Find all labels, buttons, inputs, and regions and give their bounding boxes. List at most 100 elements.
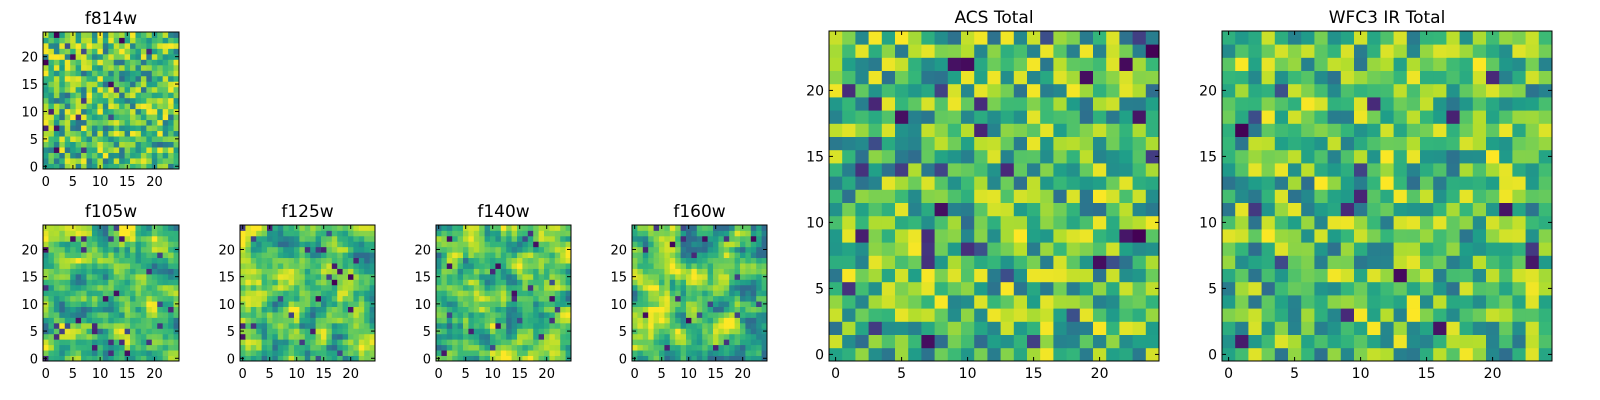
heatmap-cell [59,163,66,170]
heatmap-cell [315,279,322,286]
heatmap-cell [151,295,158,302]
heatmap-cell [162,147,169,153]
heatmap-cell [452,301,458,307]
heatmap-cell [283,284,289,291]
heatmap-cell [565,252,572,259]
heatmap-cell [140,350,147,356]
heatmap-cell [1512,334,1526,349]
heatmap-cell [151,158,158,164]
heatmap-cell [707,263,714,269]
heatmap-cell [1132,149,1147,164]
heatmap-cell [168,246,174,253]
y-tick-label: 10 [806,215,824,231]
heatmap-cell [108,339,115,346]
heatmap-cell [1420,229,1434,243]
heatmap-cell [86,317,93,324]
heatmap-cell [457,339,464,346]
heatmap-cell [1000,321,1015,335]
heatmap-cell [441,284,448,291]
heatmap-cell [113,284,120,291]
heatmap-cell [696,312,703,318]
heatmap-cell [1406,321,1421,335]
heatmap-cell [245,279,252,286]
heatmap-cell [299,263,306,269]
heatmap-cell [1433,189,1447,203]
heatmap-cell [299,252,306,259]
heatmap-cell [130,130,136,137]
heatmap-cell [261,322,268,329]
heatmap-cell [565,290,572,297]
heatmap-cell [740,235,746,242]
heatmap-cell [554,312,561,318]
heatmap-cell [1314,308,1328,322]
heatmap-cell [1288,215,1302,230]
heatmap-cell [86,246,93,253]
heatmap-cell [277,322,284,329]
heatmap-cell [288,263,295,269]
y-tick-label: 5 [423,325,431,340]
heatmap-cell [750,333,757,340]
heatmap-cell [168,252,174,259]
heatmap-cell [151,284,158,291]
heatmap-cell [1499,255,1513,269]
heatmap-cell [718,333,725,340]
heatmap-cell [1066,334,1081,349]
heatmap-cell [64,295,71,302]
heatmap-cell [675,328,681,335]
y-tick-label: 0 [30,352,38,367]
heatmap-cell [48,37,55,44]
heatmap-cell [91,295,98,302]
heatmap-cell [81,75,87,82]
heatmap-cell [1472,110,1487,124]
heatmap-cell [452,263,458,269]
heatmap-cell [119,147,125,153]
heatmap-cell [761,230,768,237]
heatmap-cell [560,241,566,248]
heatmap-cell [974,202,988,217]
heatmap-cell [1106,334,1120,349]
heatmap-cell [1538,229,1553,243]
heatmap-cell [1053,308,1067,322]
heatmap-cell [130,53,136,60]
heatmap-cell [745,268,752,275]
heatmap-cell [48,235,55,242]
heatmap-cell [740,295,746,302]
heatmap-cell [1525,149,1540,164]
heatmap-cell [527,344,534,351]
heatmap-cell [337,246,343,253]
heatmap-cell [331,263,338,269]
heatmap-cell [441,333,448,340]
heatmap-cell [664,355,671,362]
heatmap-cell [961,44,975,58]
heatmap-cell [653,235,660,242]
heatmap-cell [457,290,464,297]
heatmap-cell [267,257,273,264]
heatmap-cell [130,70,136,77]
heatmap-cell [868,57,883,71]
heatmap-cell [1145,242,1160,256]
heatmap-cell [1274,321,1289,335]
heatmap-cell [637,290,644,297]
heatmap-cell [102,158,109,164]
heatmap-cell [648,333,654,340]
heatmap-cell [321,306,327,313]
heatmap-cell [358,246,365,253]
heatmap-cell [86,53,93,60]
heatmap-cell [277,263,284,269]
heatmap-cell [157,241,164,248]
heatmap-cell [86,284,93,291]
heatmap-cell [64,235,71,242]
heatmap-cell [97,268,104,275]
heatmap-cell [522,306,529,313]
heatmap-cell [881,334,896,349]
heatmap-cell [1486,176,1500,190]
heatmap-cell [250,279,257,286]
heatmap-cell [947,149,962,164]
heatmap-cell [1248,268,1262,283]
heatmap-cell [1459,281,1474,296]
heatmap-cell [272,284,279,291]
heatmap-cell [48,344,55,351]
heatmap-cell [70,152,77,159]
heatmap-cell [53,32,60,38]
heatmap-cell [495,241,502,248]
